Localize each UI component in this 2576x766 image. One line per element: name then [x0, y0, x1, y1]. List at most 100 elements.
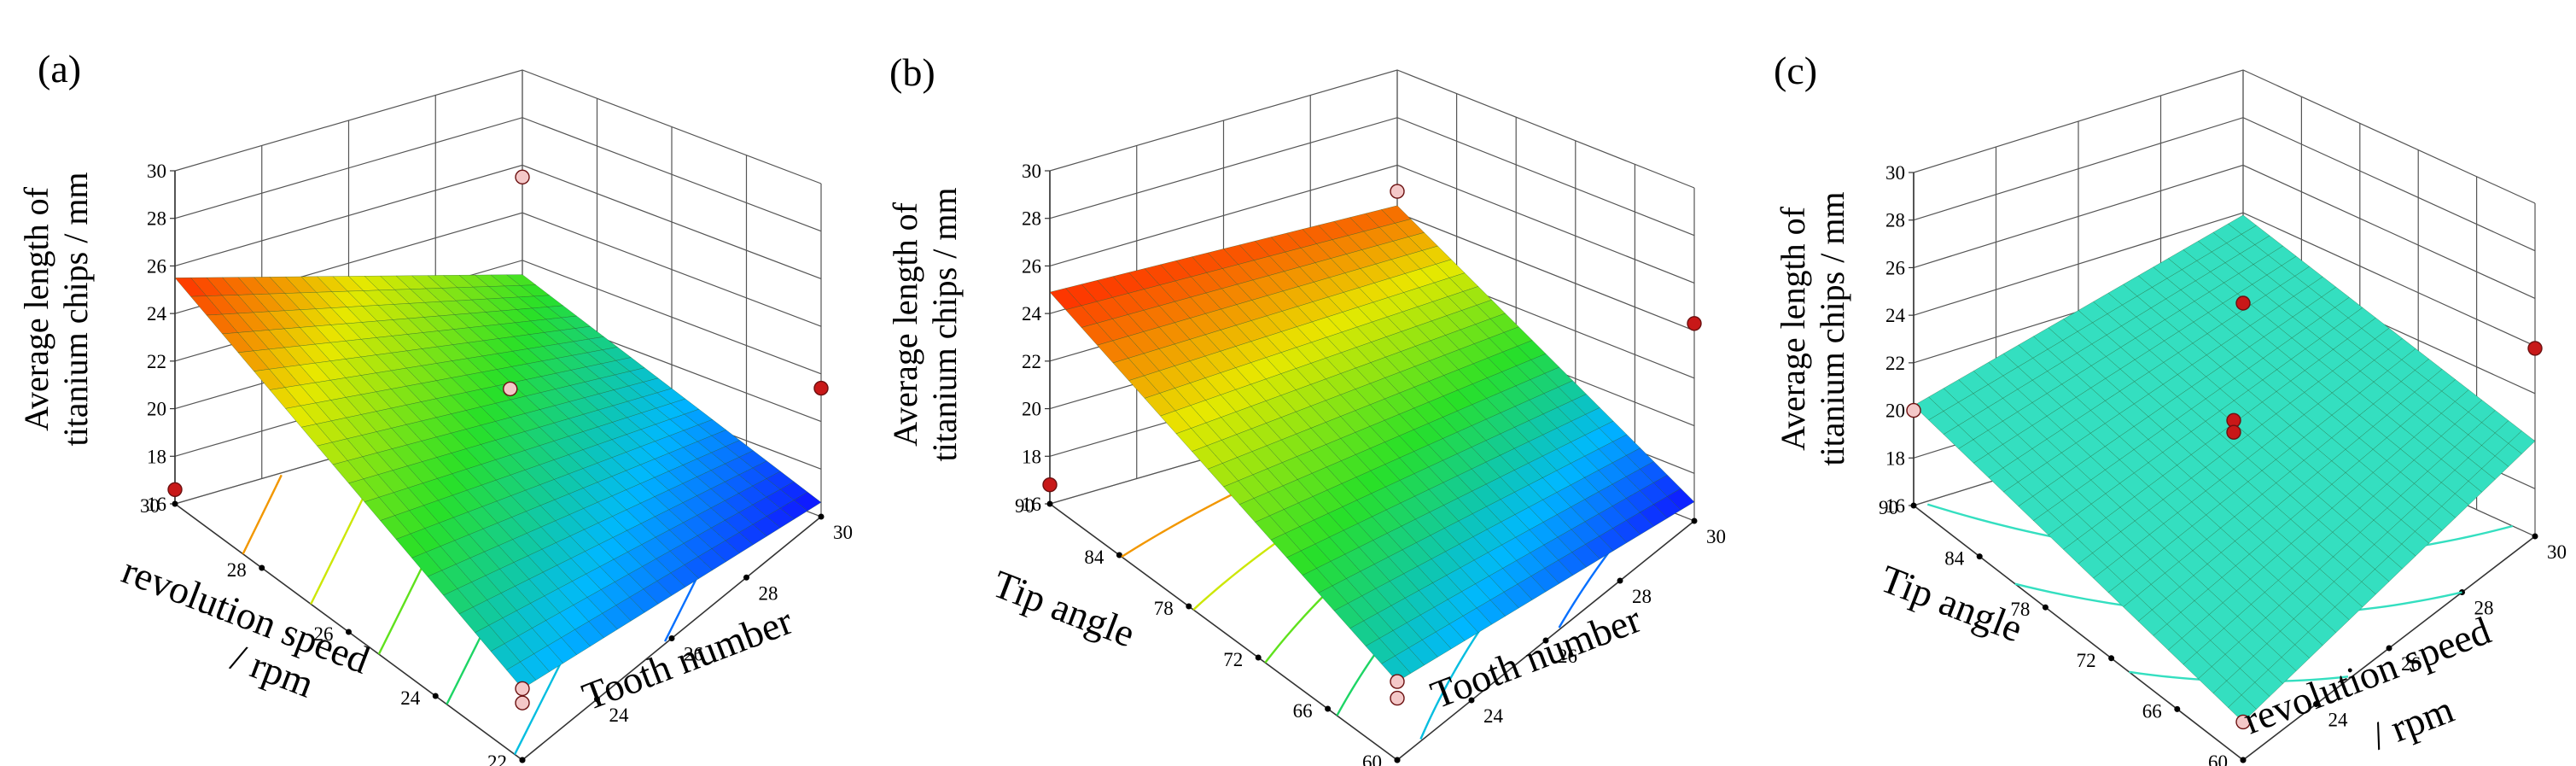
- design-point: [515, 695, 530, 710]
- panel-a-z-tick-18: 18: [147, 446, 166, 467]
- panel-c-z-tick-16: 16: [1885, 495, 1905, 517]
- panel-b-left-tick-60: 60: [1362, 751, 1382, 766]
- right-axis-tick-dot: [594, 696, 600, 703]
- panel-c-right-tick-28: 28: [2474, 598, 2494, 619]
- grid-line: [174, 69, 822, 184]
- panel-a-label: (a): [38, 47, 81, 91]
- design-point: [515, 681, 530, 697]
- design-point: [1042, 477, 1058, 493]
- panel-a-z-tick-20: 20: [147, 399, 166, 420]
- panel-c-left-tick-72: 72: [2077, 650, 2096, 671]
- design-point: [2527, 341, 2543, 356]
- panel-a-left-tick-24: 24: [400, 687, 421, 709]
- panel-a-z-title-line2: titanium chips / mm: [56, 172, 95, 446]
- grid-line: [1913, 69, 2536, 204]
- grid-line: [1049, 69, 1695, 189]
- panel-b-left-tick-90: 90: [1015, 495, 1034, 517]
- design-point: [1906, 402, 1921, 418]
- grid-line: [174, 117, 822, 232]
- panel-b-z-title-line1: Average length of: [886, 202, 924, 446]
- panel-b-z-tick-28: 28: [1022, 208, 1041, 230]
- panel-a-left-tick-28: 28: [227, 559, 247, 581]
- left-axis-tick-dot: [1910, 502, 1917, 509]
- panel-c-response-surface: [1913, 214, 2536, 722]
- right-axis-tick-dot: [1617, 577, 1623, 584]
- panel-b-left-axis-title: Tip angle: [987, 562, 1140, 656]
- left-axis-tick-dot: [432, 693, 439, 699]
- panel-c-left-axis-ticks: 60 66 72 78 84 90: [1879, 497, 2228, 766]
- right-axis-tick-dot: [1394, 757, 1401, 763]
- left-axis-tick-dot: [2042, 604, 2049, 611]
- panel-b-left-tick-72: 72: [1223, 649, 1243, 670]
- panel-a-response-surface: [174, 274, 822, 689]
- right-axis-tick-dot: [818, 513, 825, 520]
- panel-c-z-tick-28: 28: [1885, 210, 1905, 231]
- left-axis-tick-dot: [259, 564, 265, 571]
- design-point: [503, 381, 518, 397]
- design-point: [515, 169, 530, 185]
- panel-b-left-tick-78: 78: [1154, 598, 1174, 619]
- panel-a-right-tick-24: 24: [609, 705, 630, 726]
- panel-c-right-tick-26: 26: [2401, 653, 2421, 675]
- panel-c-z-title: Average length of titanium chips / mm: [1774, 191, 1851, 465]
- panel-b-right-tick-26: 26: [1558, 646, 1577, 667]
- panel-c-right-tick-30: 30: [2547, 541, 2567, 563]
- panel-c-z-title-line2: titanium chips / mm: [1813, 191, 1851, 465]
- panel-c: 16 18 20 22 24 26 28 30 60 66 72 78 84 9…: [1774, 49, 2567, 766]
- right-axis-tick-dot: [1468, 697, 1475, 704]
- panel-a-z-tick-26: 26: [147, 255, 166, 277]
- right-axis-tick-dot: [2532, 533, 2538, 540]
- grid-line: [1049, 117, 1695, 237]
- contour-line: [242, 474, 283, 555]
- panel-c-left-tick-66: 66: [2142, 700, 2162, 722]
- right-axis-tick-dot: [519, 757, 526, 763]
- grid-line: [1913, 117, 2536, 252]
- panel-a-right-tick-26: 26: [684, 644, 703, 665]
- panel-a-left-tick-26: 26: [314, 623, 334, 645]
- right-axis-tick-dot: [2386, 645, 2392, 652]
- panel-b-z-tick-24: 24: [1022, 303, 1042, 325]
- panel-c-z-tick-22: 22: [1885, 353, 1905, 374]
- panel-b-right-tick-24: 24: [1483, 705, 1504, 727]
- panel-a-right-tick-28: 28: [759, 582, 778, 604]
- panel-a: 16 18 20 22 24 26 28 30 22 24 26 28 30 2…: [17, 47, 853, 766]
- panel-b-z-tick-22: 22: [1022, 351, 1041, 372]
- left-axis-tick-dot: [1976, 553, 1983, 560]
- surface-patch: [506, 661, 537, 689]
- panel-c-z-tick-30: 30: [1885, 162, 1905, 184]
- panel-b-left-tick-84: 84: [1084, 547, 1104, 568]
- design-point: [1390, 674, 1405, 689]
- grid-line: [1913, 212, 2536, 347]
- design-point: [167, 482, 183, 497]
- panel-a-right-tick-30: 30: [833, 522, 853, 543]
- panel-a-z-title: Average length of titanium chips / mm: [17, 172, 95, 446]
- design-point: [2226, 424, 2241, 440]
- panel-b-left-tick-66: 66: [1293, 700, 1313, 722]
- panel-c-z-title-line1: Average length of: [1774, 206, 1812, 450]
- panel-c-left-axis-title: Tip angle: [1874, 557, 2028, 651]
- right-axis-tick-dot: [743, 574, 749, 581]
- grid-line: [174, 164, 822, 279]
- panel-a-left-tick-22: 22: [487, 751, 507, 766]
- panel-a-z-tick-16: 16: [147, 494, 166, 515]
- right-axis-tick-dot: [1542, 637, 1549, 644]
- panel-a-z-title-line1: Average length of: [17, 186, 55, 430]
- panel-b-design-points: [1042, 184, 1702, 706]
- panel-c-right-axis-ticks: 22 24 26 28 30: [2255, 541, 2567, 766]
- panel-c-left-tick-84: 84: [1944, 548, 1965, 570]
- left-axis-tick-dot: [1325, 705, 1332, 712]
- panel-b-z-tick-30: 30: [1022, 161, 1041, 182]
- panel-c-left-tick-90: 90: [1879, 497, 1898, 518]
- panel-b: 16 18 20 22 24 26 28 30 60 66 72 78 84 9…: [886, 50, 1726, 766]
- left-axis-tick-dot: [2174, 705, 2181, 712]
- design-point: [813, 380, 829, 396]
- panel-b-z-tick-26: 26: [1022, 255, 1041, 277]
- panel-a-right-axis-ticks: 22 24 26 28 30: [534, 522, 853, 766]
- panel-a-z-tick-30: 30: [147, 161, 166, 182]
- right-axis-tick-dot: [668, 635, 675, 641]
- panel-c-left-tick-60: 60: [2208, 751, 2228, 766]
- panel-b-z-tick-20: 20: [1022, 399, 1041, 420]
- left-axis-tick-dot: [2108, 655, 2115, 662]
- panel-a-design-points: [167, 169, 829, 710]
